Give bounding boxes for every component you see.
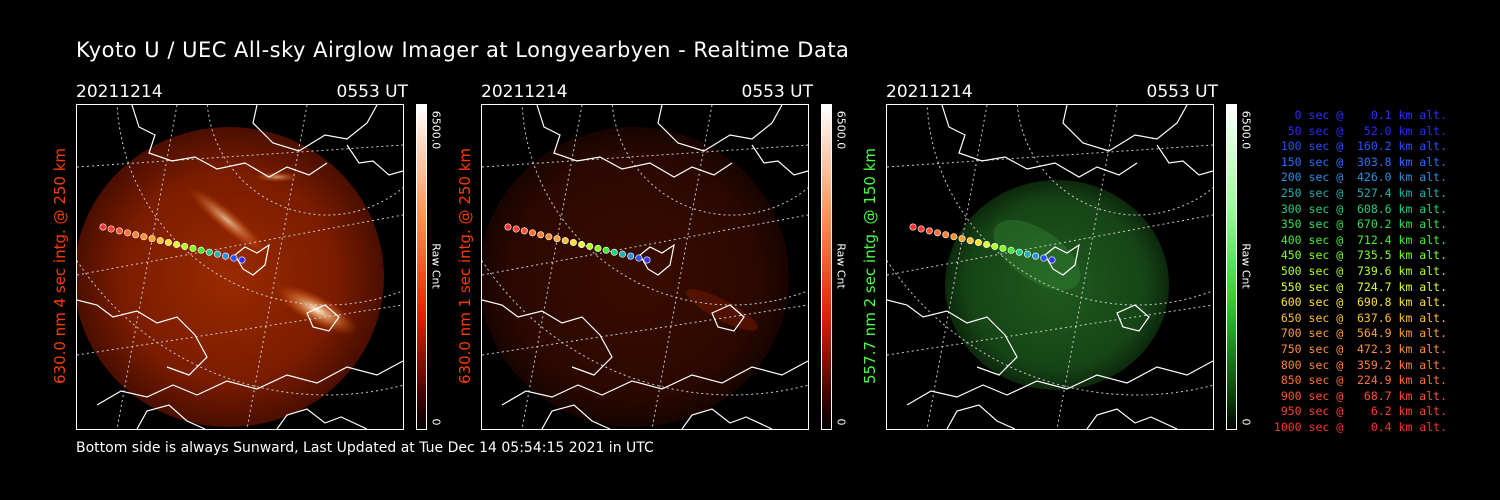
footer-note: Bottom side is always Sunward, Last Upda… bbox=[76, 440, 654, 456]
allsky-image-red-faint bbox=[481, 104, 809, 430]
panel-ylabel: 630.0 nm 1 sec intg. @ 250 km bbox=[456, 147, 474, 385]
legend-entry: 850 sec @ 224.9 km alt. bbox=[1273, 373, 1447, 388]
legend-entry: 900 sec @ 68.7 km alt. bbox=[1273, 388, 1447, 403]
panel-time: 0553 UT bbox=[1146, 82, 1219, 102]
legend-entry: 100 sec @ 160.2 km alt. bbox=[1273, 139, 1447, 154]
colorbar bbox=[416, 104, 427, 430]
panel-date: 20211214 bbox=[76, 82, 163, 102]
colorbar-unit: Raw Cnt bbox=[429, 243, 443, 289]
panel-date: 20211214 bbox=[481, 82, 568, 102]
legend-entry: 50 sec @ 52.0 km alt. bbox=[1273, 123, 1447, 138]
legend-entry: 200 sec @ 426.0 km alt. bbox=[1273, 170, 1447, 185]
panel-date: 20211214 bbox=[886, 82, 973, 102]
colorbar-unit: Raw Cnt bbox=[1239, 243, 1253, 289]
legend-entry: 250 sec @ 527.4 km alt. bbox=[1273, 185, 1447, 200]
legend-entry: 300 sec @ 608.6 km alt. bbox=[1273, 201, 1447, 216]
image-panel-3: 20211214 0553 UT 557.7 nm 2 sec intg. @ … bbox=[861, 80, 1296, 440]
legend-entry: 950 sec @ 6.2 km alt. bbox=[1273, 404, 1447, 419]
colorbar-min: 0 bbox=[834, 418, 848, 426]
colorbar-unit: Raw Cnt bbox=[834, 243, 848, 289]
colorbar-labels: 6500.0 Raw Cnt 0 bbox=[833, 104, 849, 428]
trajectory-legend: 0 sec @ 0.1 km alt. 50 sec @ 52.0 km alt… bbox=[1262, 108, 1447, 435]
legend-entry: 550 sec @ 724.7 km alt. bbox=[1273, 279, 1447, 294]
colorbar-labels: 6500.0 Raw Cnt 0 bbox=[1238, 104, 1254, 428]
legend-entry: 350 sec @ 670.2 km alt. bbox=[1273, 217, 1447, 232]
legend-entry: 400 sec @ 712.4 km alt. bbox=[1273, 232, 1447, 247]
legend-entry: 500 sec @ 739.6 km alt. bbox=[1273, 263, 1447, 278]
colorbar-min: 0 bbox=[429, 418, 443, 426]
colorbar-max: 6500.0 bbox=[429, 110, 443, 150]
allsky-image-red-bright bbox=[76, 104, 404, 430]
legend-entry: 800 sec @ 359.2 km alt. bbox=[1273, 357, 1447, 372]
colorbar-labels: 6500.0 Raw Cnt 0 bbox=[428, 104, 444, 428]
legend-entry: 0 sec @ 0.1 km alt. bbox=[1273, 108, 1447, 122]
panel-time: 0553 UT bbox=[336, 82, 409, 102]
colorbar bbox=[1226, 104, 1237, 430]
legend-entry: 650 sec @ 637.6 km alt. bbox=[1273, 310, 1447, 325]
image-panel-1: 20211214 0553 UT 630.0 nm 4 sec intg. @ … bbox=[51, 80, 486, 440]
legend-entry: 1000 sec @ 0.4 km alt. bbox=[1273, 419, 1447, 434]
panel-ylabel: 557.7 nm 2 sec intg. @ 150 km bbox=[861, 147, 879, 385]
legend-entry: 750 sec @ 472.3 km alt. bbox=[1273, 341, 1447, 356]
page-title: Kyoto U / UEC All-sky Airglow Imager at … bbox=[76, 38, 850, 62]
panel-ylabel: 630.0 nm 4 sec intg. @ 250 km bbox=[51, 147, 69, 385]
colorbar bbox=[821, 104, 832, 430]
colorbar-min: 0 bbox=[1239, 418, 1253, 426]
panel-time: 0553 UT bbox=[741, 82, 814, 102]
image-panel-2: 20211214 0553 UT 630.0 nm 1 sec intg. @ … bbox=[456, 80, 891, 440]
legend-entry: 450 sec @ 735.5 km alt. bbox=[1273, 248, 1447, 263]
legend-entry: 700 sec @ 564.9 km alt. bbox=[1273, 326, 1447, 341]
legend-entry: 600 sec @ 690.8 km alt. bbox=[1273, 295, 1447, 310]
colorbar-max: 6500.0 bbox=[834, 110, 848, 150]
legend-entry: 150 sec @ 303.8 km alt. bbox=[1273, 154, 1447, 169]
colorbar-max: 6500.0 bbox=[1239, 110, 1253, 150]
allsky-image-green bbox=[886, 104, 1214, 430]
